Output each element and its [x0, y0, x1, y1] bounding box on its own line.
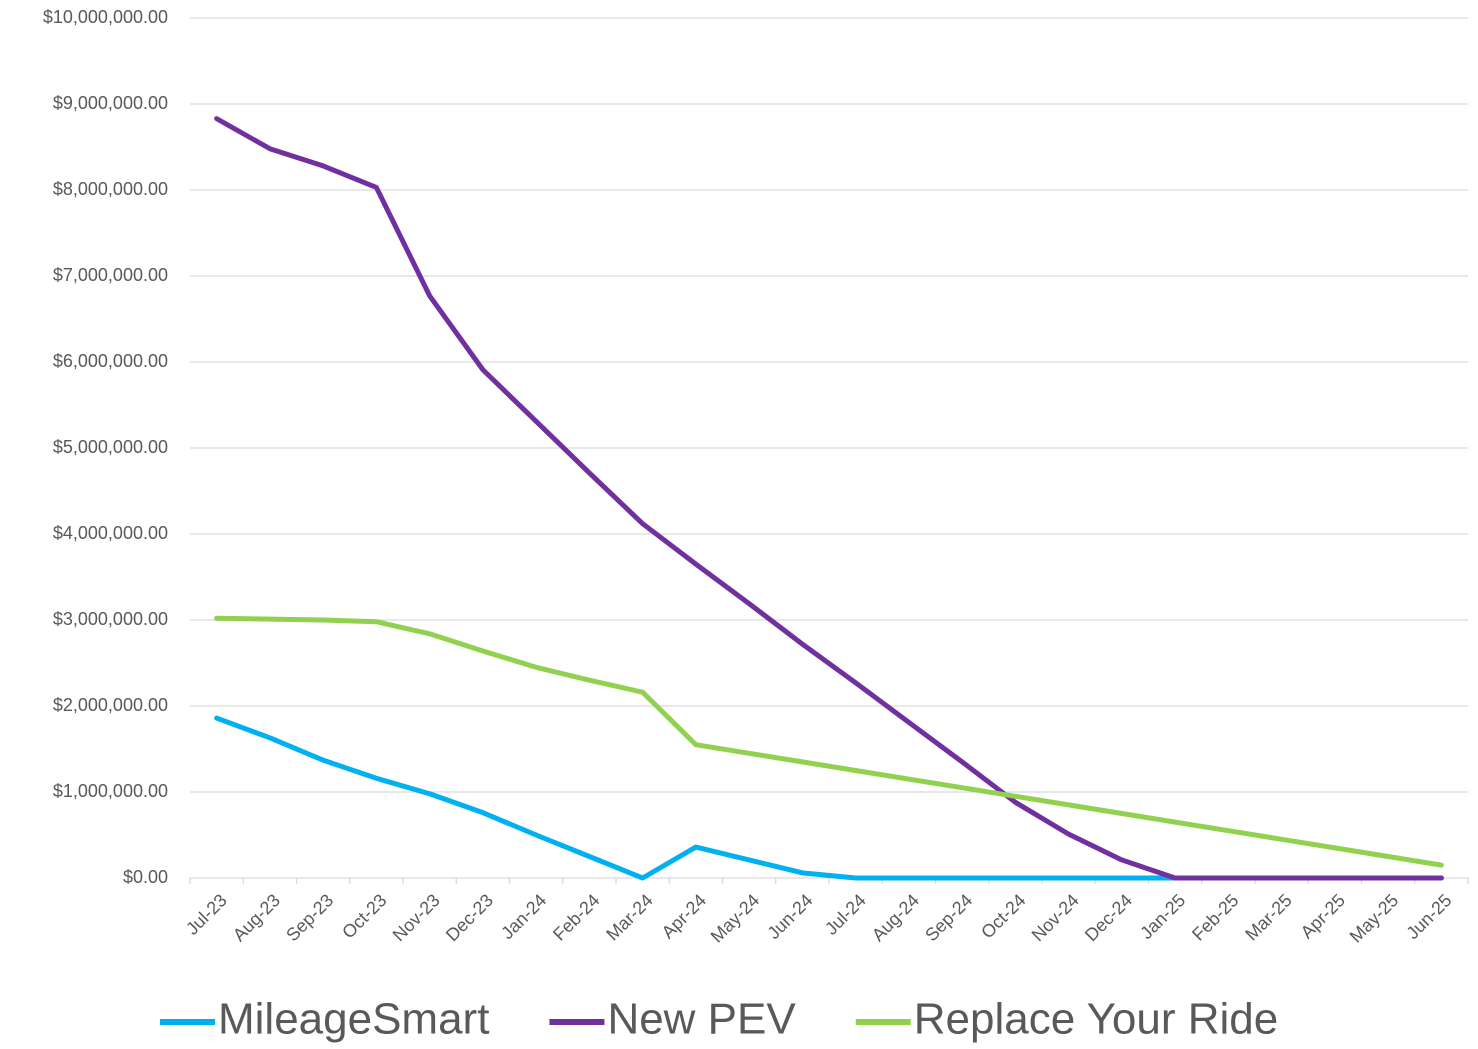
y-tick-label: $4,000,000.00	[53, 523, 168, 543]
y-tick-label: $8,000,000.00	[53, 179, 168, 199]
x-tick-label: Jan-24	[497, 890, 550, 943]
y-tick-label: $6,000,000.00	[53, 351, 168, 371]
x-tick-label: Aug-23	[229, 890, 284, 945]
y-tick-label: $5,000,000.00	[53, 437, 168, 457]
x-tick-label: Nov-24	[1028, 890, 1083, 945]
x-tick-label: Jul-23	[182, 890, 231, 939]
x-tick-label: Sep-24	[921, 890, 976, 945]
series-line	[214, 116, 1444, 881]
x-tick-label: Mar-24	[602, 890, 656, 944]
x-tick-label: Nov-23	[389, 890, 444, 945]
x-tick-label: May-25	[1346, 890, 1403, 947]
y-tick-label: $3,000,000.00	[53, 609, 168, 629]
y-tick-label: $1,000,000.00	[53, 781, 168, 801]
x-tick-label: Sep-23	[282, 890, 337, 945]
x-tick-label: Dec-24	[1081, 890, 1136, 945]
x-tick-label: Feb-24	[549, 890, 603, 944]
series-line	[214, 715, 1444, 881]
legend-label: MileageSmart	[218, 995, 489, 1044]
x-tick-label: May-24	[707, 890, 764, 947]
x-tick-label: Apr-25	[1297, 890, 1349, 942]
y-tick-label: $2,000,000.00	[53, 695, 168, 715]
y-tick-label: $7,000,000.00	[53, 265, 168, 285]
series-line	[214, 615, 1444, 868]
x-tick-label: Jun-25	[1402, 890, 1455, 943]
x-tick-label: Oct-24	[977, 890, 1029, 942]
x-tick-label: Jul-24	[821, 890, 870, 939]
x-tick-label: Dec-23	[442, 890, 497, 945]
x-tick-label: Oct-23	[338, 890, 390, 942]
x-tick-label: Feb-25	[1188, 890, 1242, 944]
legend-label: New PEV	[607, 995, 796, 1044]
y-tick-label: $10,000,000.00	[43, 7, 168, 27]
y-tick-label: $0.00	[123, 867, 168, 887]
x-tick-label: Apr-24	[658, 890, 710, 942]
y-tick-label: $9,000,000.00	[53, 93, 168, 113]
x-tick-label: Mar-25	[1241, 890, 1295, 944]
x-tick-label: Jun-24	[763, 890, 816, 943]
x-tick-label: Jan-25	[1136, 890, 1189, 943]
legend-label: Replace Your Ride	[914, 995, 1278, 1044]
x-tick-label: Aug-24	[868, 890, 923, 945]
